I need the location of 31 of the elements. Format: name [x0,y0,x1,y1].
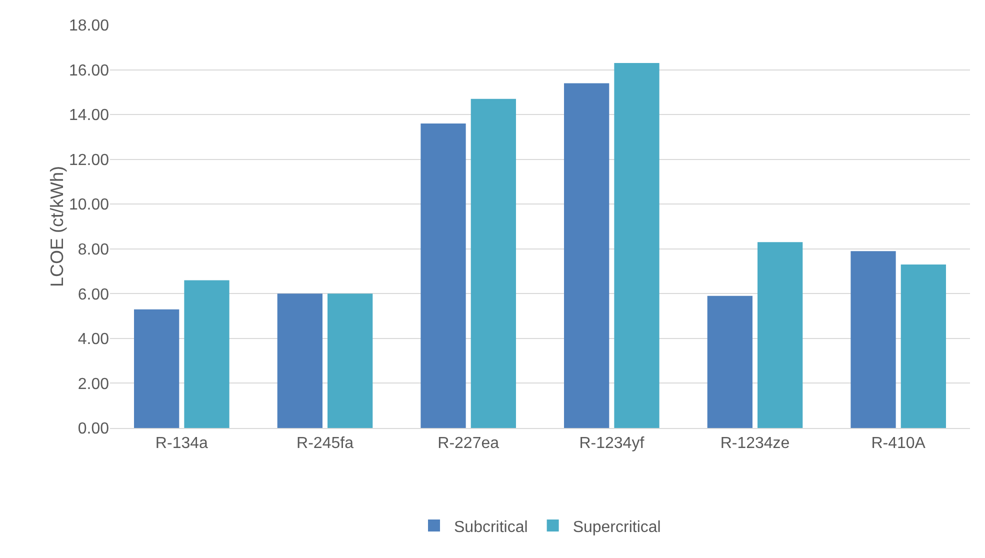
x-tick-label: R-134a [155,435,208,452]
y-tick-label: 4.00 [78,331,110,348]
bar [564,83,610,428]
bar [707,296,752,428]
bar [184,280,230,428]
y-axis-title: LCOE (ct/kWh) [46,166,67,288]
y-tick-label: 18.00 [68,18,110,35]
y-tick-label: 10.00 [68,196,110,214]
y-tick-label: 6.00 [78,286,110,304]
legend-label: Subcritical [454,518,528,536]
y-tick-label: 2.00 [78,376,110,393]
bar [470,98,516,428]
bar [900,264,946,428]
x-tick-label: R-1234yf [579,435,645,452]
y-tick-label: 8.00 [78,241,110,258]
bar [420,124,466,428]
bar [277,294,322,428]
x-tick-label: R-227ea [438,435,500,452]
x-tick-label: R-1234ze [720,435,790,452]
y-tick-label: 0.00 [78,420,110,438]
bar [758,242,803,428]
y-tick-label: 12.00 [68,152,110,169]
bar [134,309,180,428]
y-tick-label: 14.00 [68,107,110,124]
legend-label: Supercritical [572,518,661,536]
bar [850,251,896,428]
x-tick-label: R-410A [871,435,926,452]
bar [614,63,660,428]
y-tick-label: 16.00 [68,62,110,80]
bar [328,294,373,428]
x-tick-label: R-245fa [296,435,354,452]
